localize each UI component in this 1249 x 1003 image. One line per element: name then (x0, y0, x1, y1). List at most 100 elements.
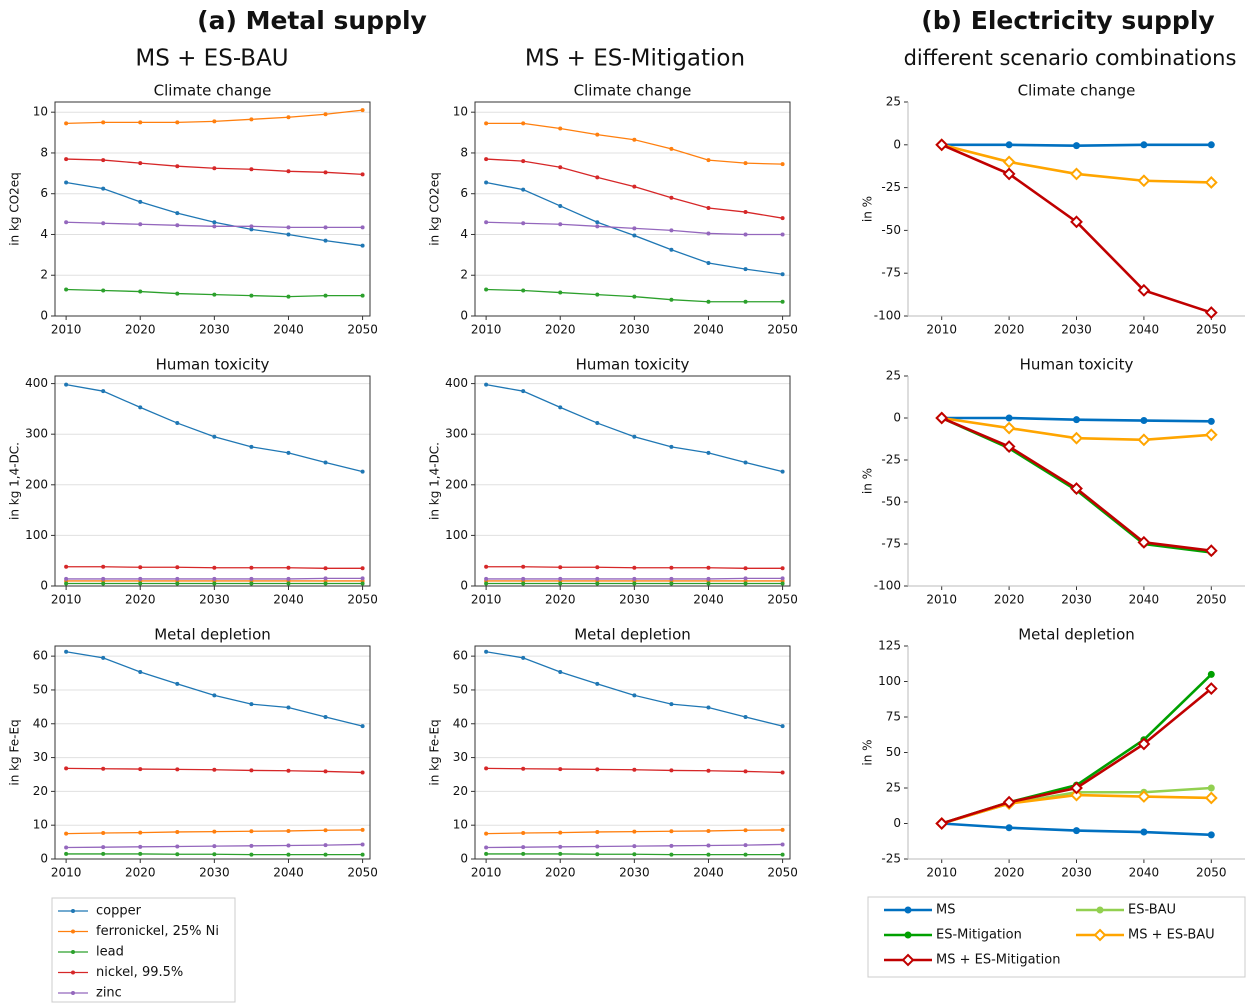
marker (1204, 176, 1218, 189)
marker (175, 223, 180, 228)
x-tick-label: 2020 (125, 866, 156, 880)
marker (101, 120, 106, 125)
marker (286, 843, 291, 848)
marker (595, 220, 600, 225)
marker (101, 581, 106, 586)
x-tick-label: 2050 (347, 866, 378, 880)
marker (1137, 433, 1151, 447)
marker (138, 844, 143, 849)
marker (360, 469, 365, 474)
marker (669, 195, 674, 200)
marker (558, 581, 563, 586)
marker (632, 226, 637, 231)
marker (249, 843, 254, 848)
y-tick-label: -50 (881, 495, 901, 509)
marker (138, 670, 143, 675)
x-tick-label: 2030 (1061, 866, 1092, 880)
y-tick-label: -25 (881, 453, 901, 467)
marker (1207, 141, 1215, 149)
marker (558, 851, 563, 856)
marker (743, 769, 748, 774)
marker (64, 157, 69, 162)
marker (212, 767, 217, 772)
marker (323, 581, 328, 586)
marker (323, 225, 328, 230)
legend-label: lead (96, 945, 124, 960)
marker (780, 232, 785, 237)
y-tick-label: 10 (33, 818, 48, 832)
marker (595, 844, 600, 849)
x-tick-label: 2010 (926, 323, 957, 337)
marker (138, 767, 143, 772)
marker (595, 581, 600, 586)
marker (780, 272, 785, 277)
marker (521, 564, 526, 569)
y-tick-label: 40 (33, 716, 48, 730)
x-tick-label: 2050 (1196, 866, 1227, 880)
heading: (b) Electricity supply (921, 6, 1214, 35)
y-tick-label: 25 (886, 95, 901, 109)
marker (558, 405, 563, 410)
y-tick-label: -75 (881, 537, 901, 551)
series-line (486, 122, 783, 165)
marker (935, 411, 949, 425)
marker (558, 576, 563, 581)
marker (743, 566, 748, 571)
y-tick-label: 60 (33, 649, 48, 663)
marker (780, 566, 785, 571)
marker (138, 199, 143, 204)
x-tick-label: 2020 (545, 323, 576, 337)
marker (780, 724, 785, 729)
legend-label: ES-Mitigation (936, 928, 1022, 943)
chart-title: Human toxicity (576, 356, 690, 374)
marker (780, 216, 785, 221)
y-tick-label: 0 (893, 137, 901, 151)
marker (212, 166, 217, 171)
marker (360, 243, 365, 248)
x-tick-label: 2040 (273, 593, 304, 607)
y-tick-label: 125 (878, 639, 901, 653)
marker (1070, 431, 1083, 445)
marker (249, 227, 254, 232)
marker (212, 224, 217, 229)
marker (64, 851, 69, 856)
marker (64, 564, 69, 569)
x-tick-label: 2010 (471, 866, 502, 880)
marker (323, 852, 328, 857)
x-tick-label: 2020 (545, 866, 576, 880)
x-tick-label: 2020 (545, 593, 576, 607)
marker (632, 434, 637, 439)
marker (101, 576, 106, 581)
marker (175, 120, 180, 125)
marker (212, 581, 217, 586)
y-tick-label: 30 (33, 750, 48, 764)
marker (212, 220, 217, 225)
subheading: different scenario combinations (904, 46, 1237, 70)
marker (595, 767, 600, 772)
marker (669, 576, 674, 581)
marker (669, 146, 674, 151)
marker (632, 184, 637, 189)
legend-box (51, 897, 236, 1003)
marker (1140, 417, 1148, 425)
marker (101, 158, 106, 163)
marker (935, 817, 949, 830)
y-tick-label: 400 (25, 376, 48, 390)
marker (521, 830, 526, 835)
marker (780, 827, 785, 832)
y-tick-label: 300 (445, 427, 468, 441)
x-tick-label: 2010 (51, 593, 82, 607)
marker (743, 299, 748, 304)
y-axis-label: in kg CO2eq (8, 172, 22, 246)
marker (286, 581, 291, 586)
marker (175, 844, 180, 849)
marker (64, 845, 69, 850)
marker (595, 292, 600, 297)
marker (71, 991, 75, 995)
marker (175, 565, 180, 570)
y-axis-label: in kg 1,4-DC. (8, 442, 22, 520)
marker (286, 450, 291, 455)
marker (175, 681, 180, 686)
marker (249, 852, 254, 857)
series-line (486, 158, 783, 219)
